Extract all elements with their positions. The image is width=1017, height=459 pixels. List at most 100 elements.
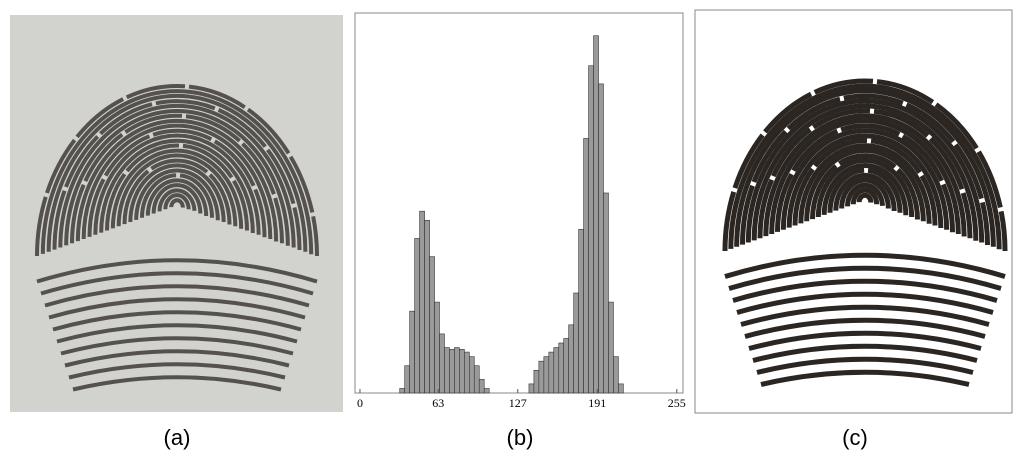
ridge — [833, 172, 897, 212]
ridge — [845, 182, 886, 207]
bar — [568, 324, 574, 394]
bar — [548, 351, 555, 394]
ridge — [60, 336, 294, 356]
ridge — [752, 343, 978, 363]
bar — [573, 292, 579, 394]
ridge — [780, 128, 950, 230]
bar — [578, 229, 584, 394]
bar — [533, 369, 540, 394]
ridge — [140, 173, 214, 218]
ridge — [734, 88, 996, 247]
ridge — [769, 117, 961, 235]
ridge — [792, 138, 938, 226]
ridge — [52, 310, 302, 332]
bar — [444, 347, 450, 394]
panel-a — [10, 15, 343, 412]
ridge — [134, 168, 220, 221]
ridge — [169, 198, 185, 208]
panel-c — [694, 9, 1013, 414]
bar — [409, 310, 415, 394]
ridge — [52, 99, 302, 251]
bar — [419, 210, 425, 394]
ridge — [116, 153, 238, 227]
bar — [563, 338, 569, 394]
ridge — [724, 252, 1006, 279]
x-tick-label: 63 — [432, 396, 444, 410]
bar — [528, 383, 535, 394]
bar — [588, 65, 594, 394]
bar — [414, 238, 420, 394]
ridge — [722, 78, 1008, 252]
bar — [608, 301, 614, 394]
ridge — [151, 183, 203, 214]
bar — [454, 347, 460, 394]
ridge — [75, 118, 279, 242]
ridge — [786, 133, 944, 229]
bar — [404, 365, 410, 394]
bar — [449, 349, 455, 394]
ridge — [815, 157, 915, 218]
bar — [478, 379, 485, 394]
bar — [583, 138, 589, 394]
plot-frame — [354, 12, 684, 394]
ridge — [44, 284, 310, 308]
ridge — [748, 330, 982, 351]
x-tick-label: 127 — [509, 396, 527, 410]
ridge — [732, 278, 998, 303]
ridge — [87, 128, 267, 238]
bar — [399, 388, 405, 394]
x-tick-label: 255 — [668, 396, 686, 410]
bar — [613, 356, 619, 394]
ridge — [744, 317, 986, 339]
ridge — [68, 362, 286, 380]
ridge — [157, 188, 197, 212]
bar — [429, 256, 435, 394]
ridge — [810, 153, 921, 220]
ridge — [105, 143, 249, 231]
ridge — [775, 123, 956, 233]
bar — [483, 388, 490, 394]
ridge — [728, 265, 1002, 291]
ridge — [81, 123, 273, 240]
caption: (a) — [164, 425, 191, 450]
x-tick-label: 0 — [357, 396, 363, 410]
caption: (c) — [842, 425, 868, 450]
ridge — [99, 138, 255, 234]
ridge — [40, 271, 314, 296]
ridge — [128, 163, 226, 223]
ridge — [745, 98, 985, 243]
ridge — [821, 163, 909, 216]
ridge — [72, 375, 282, 392]
x-tick-label: 191 — [588, 396, 606, 410]
ridge — [756, 356, 974, 375]
ridge — [839, 177, 891, 209]
ridge — [736, 291, 994, 315]
ridge — [35, 84, 319, 257]
ridge — [56, 323, 298, 344]
bar — [469, 356, 475, 394]
bar — [459, 349, 465, 394]
ridge — [48, 297, 306, 320]
ridge — [760, 369, 970, 387]
bar — [543, 356, 550, 394]
ridge — [58, 103, 296, 248]
ridge — [740, 93, 990, 246]
bar — [538, 360, 545, 394]
caption: (b) — [507, 425, 534, 450]
bar — [424, 219, 430, 394]
histogram: 0 63 127 191 255 — [354, 12, 686, 410]
ridge — [70, 113, 284, 244]
bar — [593, 35, 599, 394]
ridge — [728, 83, 1002, 250]
ridge — [122, 158, 232, 225]
ridge — [93, 133, 261, 235]
ridge — [163, 193, 191, 210]
bar — [603, 192, 609, 394]
bar — [618, 383, 624, 394]
bar — [439, 333, 445, 394]
ridge — [804, 147, 926, 222]
ridge — [40, 89, 314, 255]
ridge — [36, 258, 318, 284]
ridge — [751, 103, 979, 241]
